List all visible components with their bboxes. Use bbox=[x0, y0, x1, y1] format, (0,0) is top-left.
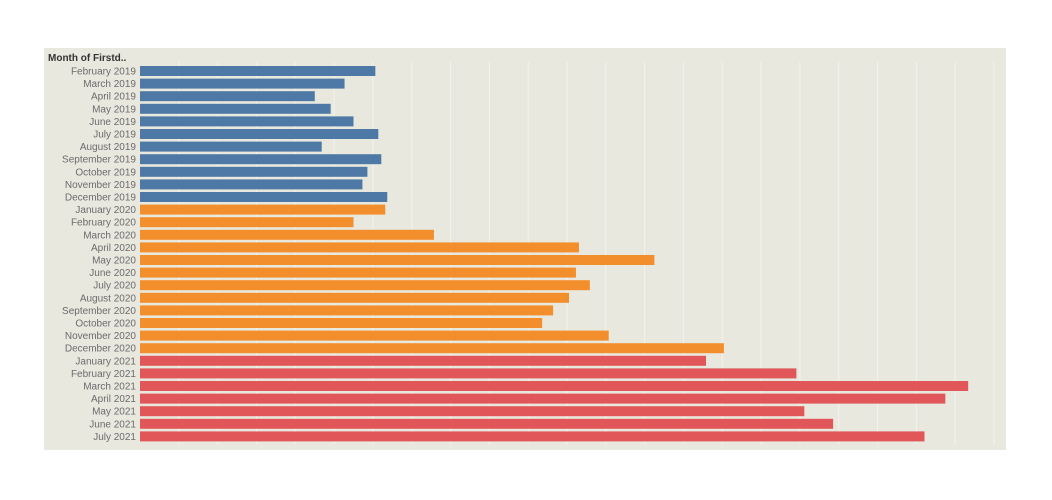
bar[interactable] bbox=[140, 129, 379, 139]
category-label: December 2020 bbox=[65, 344, 137, 355]
bar[interactable] bbox=[140, 318, 543, 328]
category-label: April 2020 bbox=[91, 243, 136, 254]
bar[interactable] bbox=[140, 355, 707, 366]
category-label: February 2021 bbox=[71, 369, 136, 380]
category-label: August 2020 bbox=[80, 293, 137, 304]
bar[interactable] bbox=[140, 418, 834, 429]
bar[interactable] bbox=[140, 330, 609, 341]
bar[interactable] bbox=[140, 66, 376, 76]
bar[interactable] bbox=[140, 343, 724, 354]
bar[interactable] bbox=[140, 280, 590, 291]
bar[interactable] bbox=[140, 368, 797, 379]
category-label: June 2019 bbox=[89, 117, 136, 128]
category-label: July 2021 bbox=[93, 432, 136, 443]
bar[interactable] bbox=[140, 305, 554, 316]
category-label: September 2019 bbox=[62, 155, 136, 166]
row-header-label[interactable]: Month of Firstd.. bbox=[48, 53, 127, 64]
bar[interactable] bbox=[140, 78, 345, 89]
bar[interactable] bbox=[140, 116, 354, 127]
category-label: October 2019 bbox=[75, 167, 136, 178]
bar[interactable] bbox=[140, 406, 805, 417]
category-label: June 2021 bbox=[89, 419, 136, 430]
bar[interactable] bbox=[140, 179, 363, 190]
bar[interactable] bbox=[140, 381, 969, 391]
category-label: January 2020 bbox=[75, 205, 136, 216]
category-label: April 2021 bbox=[91, 394, 136, 405]
category-label: December 2019 bbox=[65, 193, 137, 204]
bar[interactable] bbox=[140, 217, 354, 228]
bar[interactable] bbox=[140, 255, 655, 265]
grid-layer bbox=[178, 62, 995, 444]
chart-panel: Month of Firstd.. February 2019 March 201… bbox=[44, 48, 1006, 450]
bar[interactable] bbox=[140, 267, 576, 278]
bar[interactable] bbox=[140, 431, 925, 442]
category-label: November 2020 bbox=[65, 331, 137, 342]
category-label: May 2020 bbox=[92, 256, 136, 267]
bar[interactable] bbox=[140, 166, 368, 177]
category-label: November 2019 bbox=[65, 180, 137, 191]
bar[interactable] bbox=[140, 91, 315, 102]
category-label: July 2020 bbox=[93, 281, 136, 292]
category-label: March 2020 bbox=[83, 230, 136, 241]
category-label: July 2019 bbox=[93, 130, 136, 141]
category-label: June 2020 bbox=[89, 268, 136, 279]
bars bbox=[140, 66, 969, 442]
category-label: May 2021 bbox=[92, 407, 136, 418]
bar[interactable] bbox=[140, 192, 388, 202]
bar[interactable] bbox=[140, 393, 946, 404]
category-label: September 2020 bbox=[62, 306, 136, 317]
category-label: April 2019 bbox=[91, 92, 136, 103]
bar[interactable] bbox=[140, 141, 322, 152]
bar[interactable] bbox=[140, 242, 579, 253]
bar[interactable] bbox=[140, 229, 434, 240]
bar[interactable] bbox=[140, 103, 331, 114]
bar[interactable] bbox=[140, 204, 386, 215]
category-label: February 2019 bbox=[71, 67, 136, 78]
category-label: October 2020 bbox=[75, 319, 136, 330]
category-label: March 2021 bbox=[83, 382, 136, 393]
category-label: March 2019 bbox=[83, 79, 136, 90]
category-label: May 2019 bbox=[92, 104, 136, 115]
category-label: August 2019 bbox=[80, 142, 137, 153]
bar[interactable] bbox=[140, 154, 382, 165]
bar[interactable] bbox=[140, 292, 569, 303]
category-label: January 2021 bbox=[75, 356, 136, 367]
category-label: February 2020 bbox=[71, 218, 136, 229]
